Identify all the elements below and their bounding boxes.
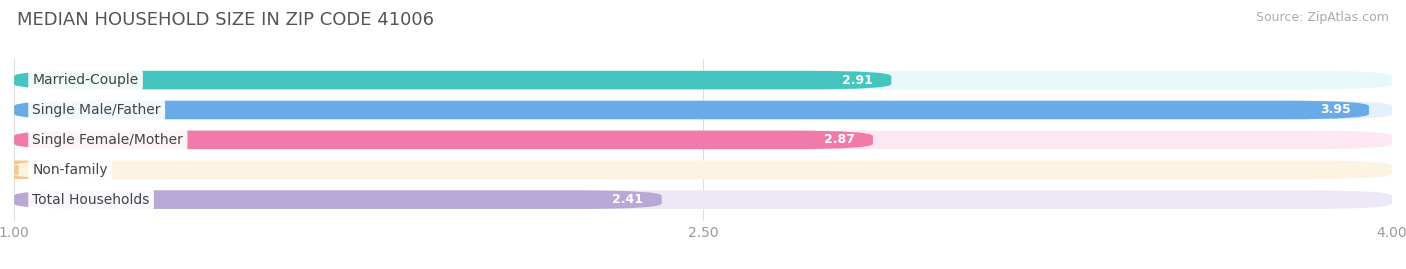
Text: MEDIAN HOUSEHOLD SIZE IN ZIP CODE 41006: MEDIAN HOUSEHOLD SIZE IN ZIP CODE 41006 <box>17 11 434 29</box>
FancyBboxPatch shape <box>14 71 891 89</box>
Text: Total Households: Total Households <box>32 193 150 207</box>
Text: Married-Couple: Married-Couple <box>32 73 139 87</box>
FancyBboxPatch shape <box>14 190 662 209</box>
Text: Source: ZipAtlas.com: Source: ZipAtlas.com <box>1256 11 1389 24</box>
Text: Non-family: Non-family <box>32 163 108 177</box>
FancyBboxPatch shape <box>0 161 97 179</box>
FancyBboxPatch shape <box>14 101 1392 119</box>
Text: 1.01: 1.01 <box>37 163 65 176</box>
Text: 2.87: 2.87 <box>824 133 855 146</box>
Text: Single Female/Mother: Single Female/Mother <box>32 133 183 147</box>
FancyBboxPatch shape <box>14 131 1392 149</box>
Text: Single Male/Father: Single Male/Father <box>32 103 160 117</box>
FancyBboxPatch shape <box>14 101 1369 119</box>
Text: 2.91: 2.91 <box>842 74 873 87</box>
FancyBboxPatch shape <box>14 71 1392 89</box>
Text: 2.41: 2.41 <box>612 193 644 206</box>
FancyBboxPatch shape <box>14 190 1392 209</box>
FancyBboxPatch shape <box>14 131 873 149</box>
FancyBboxPatch shape <box>14 161 1392 179</box>
Text: 3.95: 3.95 <box>1320 104 1351 116</box>
